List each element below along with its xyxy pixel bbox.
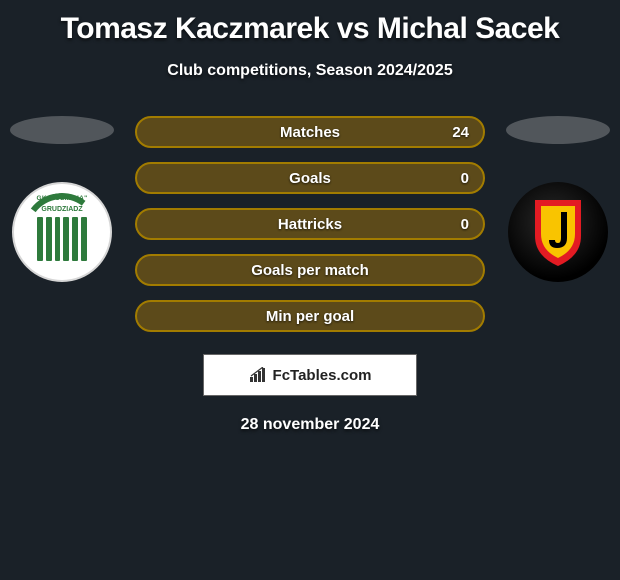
attribution-text: FcTables.com — [273, 367, 372, 384]
left-oval — [10, 116, 114, 144]
stat-label: Min per goal — [266, 308, 354, 325]
olimpia-badge-inner: GKS"OLIMPIA" GRUDZIADZ — [27, 197, 97, 267]
stat-bar-mpg: Min per goal — [135, 300, 485, 332]
subtitle: Club competitions, Season 2024/2025 — [0, 62, 620, 80]
left-column: GKS"OLIMPIA" GRUDZIADZ — [7, 116, 117, 282]
comparison-row: GKS"OLIMPIA" GRUDZIADZ Matches 24 Goals … — [0, 116, 620, 332]
olimpia-stripes — [37, 217, 87, 261]
stat-bar-hattricks: Hattricks 0 — [135, 208, 485, 240]
attribution-box: FcTables.com — [203, 354, 417, 396]
stat-bar-goals: Goals 0 — [135, 162, 485, 194]
stat-label: Goals per match — [251, 262, 369, 279]
stat-value: 24 — [452, 124, 469, 141]
olimpia-text-top: GKS"OLIMPIA" — [27, 195, 97, 202]
stat-value: 0 — [461, 216, 469, 233]
olimpia-text-bottom: GRUDZIADZ — [27, 206, 97, 213]
date-text: 28 november 2024 — [0, 416, 620, 434]
stat-label: Goals — [289, 170, 331, 187]
stat-bars: Matches 24 Goals 0 Hattricks 0 Goals per… — [135, 116, 485, 332]
chart-icon — [249, 367, 269, 383]
jagiellonia-shield-icon — [529, 196, 587, 268]
right-team-badge — [508, 182, 608, 282]
stat-bar-matches: Matches 24 — [135, 116, 485, 148]
page-title: Tomasz Kaczmarek vs Michal Sacek — [0, 0, 620, 46]
right-oval — [506, 116, 610, 144]
left-team-badge: GKS"OLIMPIA" GRUDZIADZ — [12, 182, 112, 282]
stat-label: Hattricks — [278, 216, 342, 233]
stat-bar-gpm: Goals per match — [135, 254, 485, 286]
right-column — [503, 116, 613, 282]
stat-label: Matches — [280, 124, 340, 141]
stat-value: 0 — [461, 170, 469, 187]
